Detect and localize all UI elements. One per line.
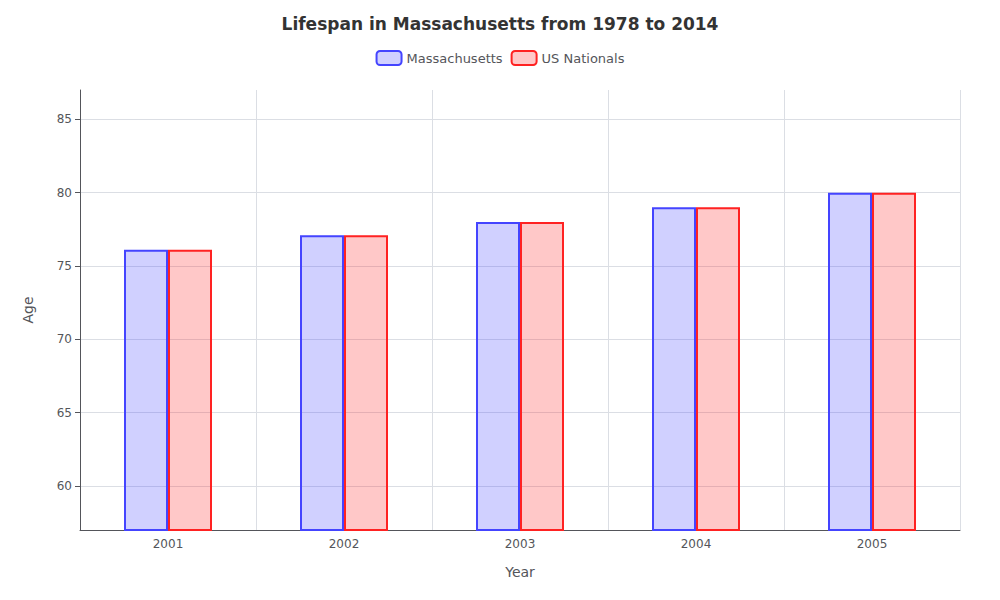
svg-text:2005: 2005 [857,537,888,551]
svg-text:Lifespan in Massachusetts from: Lifespan in Massachusetts from 1978 to 2… [282,14,719,34]
svg-text:65: 65 [57,406,72,420]
svg-text:85: 85 [57,112,72,126]
svg-text:Year: Year [504,564,535,580]
svg-text:80: 80 [57,186,72,200]
svg-text:70: 70 [57,332,72,346]
svg-text:Massachusetts: Massachusetts [407,51,503,66]
svg-text:US Nationals: US Nationals [542,51,625,66]
svg-text:60: 60 [57,479,72,493]
svg-text:2003: 2003 [505,537,536,551]
svg-text:2001: 2001 [153,537,184,551]
svg-text:75: 75 [57,259,72,273]
svg-text:2004: 2004 [681,537,712,551]
svg-text:2002: 2002 [329,537,360,551]
svg-text:Age: Age [20,296,36,323]
